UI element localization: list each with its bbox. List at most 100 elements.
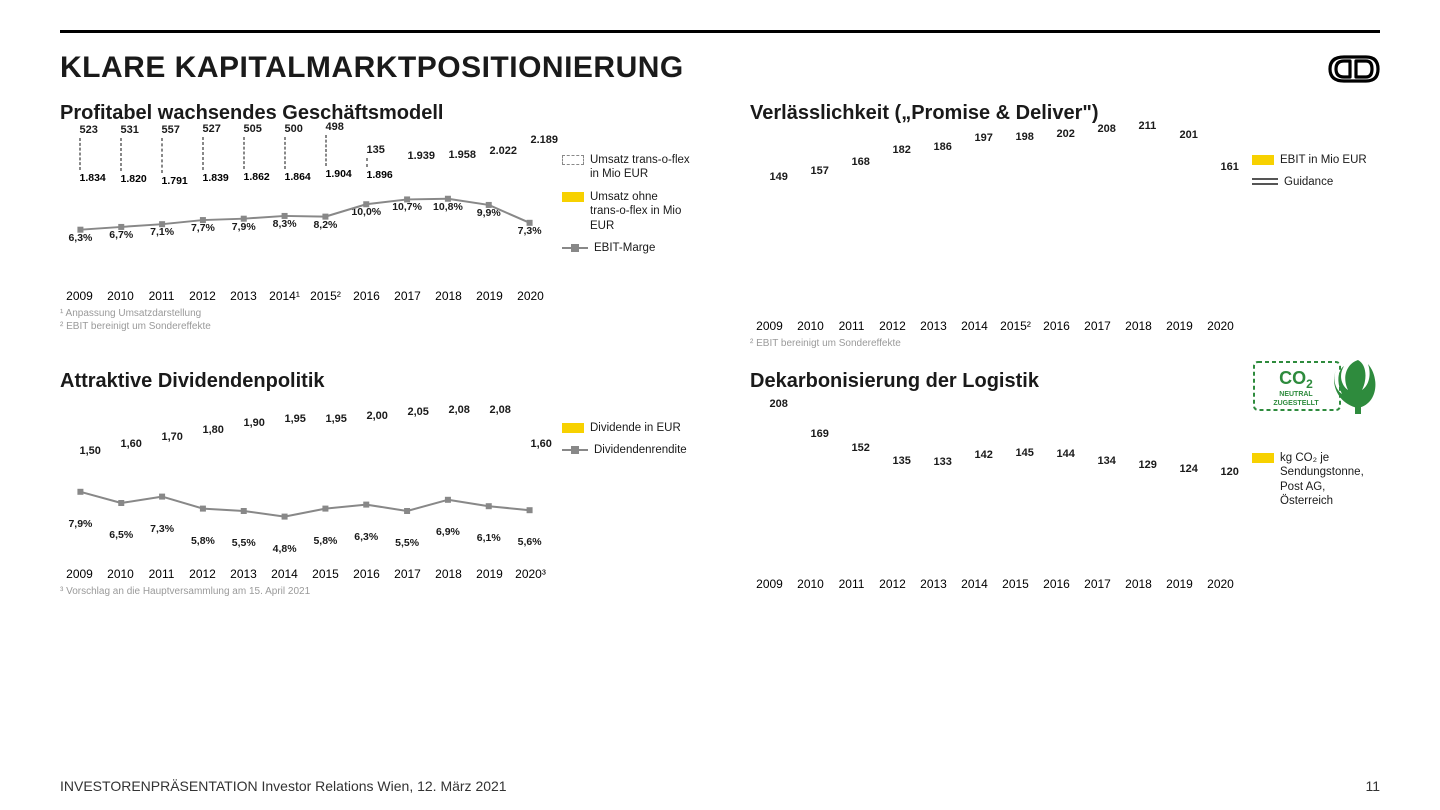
category-label: 2015²	[310, 289, 341, 303]
category-label: 2014¹	[269, 289, 300, 303]
category-label: 2010	[797, 319, 824, 333]
category-label: 2016	[1043, 319, 1070, 333]
chart2-plot: 1492009157201016820111822012186201319720…	[750, 133, 1240, 333]
legend-transoflex: Umsatz trans-o-flex in Mio EUR	[590, 153, 690, 182]
label-margin: 8,2%	[313, 219, 337, 231]
page-number: 11	[1365, 778, 1380, 794]
legend-dividend: Dividende in EUR	[590, 421, 681, 435]
category-label: 2012	[879, 319, 906, 333]
swatch-yellow	[562, 192, 584, 202]
category-label: 2009	[756, 319, 783, 333]
label-yield: 7,3%	[150, 523, 174, 535]
legend-margin: EBIT-Marge	[594, 241, 655, 255]
category-label: 2018	[435, 289, 462, 303]
label-yield: 4,8%	[273, 543, 297, 555]
category-label: 2012	[879, 577, 906, 591]
category-label: 2015²	[1000, 319, 1031, 333]
legend-yield: Dividenden­rendite	[594, 443, 687, 457]
swatch-line	[562, 445, 588, 455]
swatch-yellow	[1252, 155, 1274, 165]
category-label: 2013	[920, 577, 947, 591]
legend-ebit: EBIT in Mio EUR	[1280, 153, 1367, 167]
category-label: 2015	[312, 567, 339, 581]
chart3-plot: 1,5020091,6020101,7020111,8020121,902013…	[60, 401, 550, 581]
category-label: 2017	[1084, 577, 1111, 591]
label-yield: 6,5%	[109, 529, 133, 541]
label-yield: 6,9%	[436, 526, 460, 538]
footer: INVESTORENPRÄSENTATION Investor Relation…	[60, 778, 1380, 794]
chart2-footnotes: ² EBIT bereinigt um Sondereffekte	[750, 337, 1380, 350]
category-label: 2018	[1125, 319, 1152, 333]
label-yield: 6,1%	[477, 532, 501, 544]
category-label: 2017	[394, 289, 421, 303]
category-label: 2014	[271, 567, 298, 581]
swatch-yellow	[1252, 453, 1274, 463]
category-label: 2009	[756, 577, 783, 591]
legend-revenue: Umsatz ohne trans-o-flex in Mio EUR	[590, 190, 690, 233]
category-label: 2019	[1166, 319, 1193, 333]
svg-text:ZUGESTELLT: ZUGESTELLT	[1273, 400, 1319, 407]
label-margin: 7,7%	[191, 222, 215, 234]
label-yield: 5,6%	[518, 536, 542, 548]
category-label: 2012	[189, 289, 216, 303]
bar-transoflex	[284, 137, 286, 168]
bar-transoflex	[120, 138, 122, 171]
chart-reliability: Verlässlichkeit („Promise & Deliver") 14…	[750, 102, 1380, 350]
label-margin: 8,3%	[273, 218, 297, 230]
category-label: 2011	[149, 567, 175, 581]
label-yield: 7,9%	[68, 518, 92, 530]
label-yield: 6,3%	[354, 531, 378, 543]
label-yield: 5,5%	[232, 537, 256, 549]
category-label: 2013	[230, 567, 257, 581]
category-label: 2019	[476, 567, 503, 581]
category-label: 2011	[149, 289, 175, 303]
category-label: 2018	[435, 567, 462, 581]
category-label: 2012	[189, 567, 216, 581]
chart-dividend: Attraktive Dividendenpolitik 1,5020091,6…	[60, 370, 690, 598]
chart1-title: Profitabel wachsendes Geschäftsmodell	[60, 102, 690, 125]
swatch-dashed	[562, 155, 584, 165]
chart2-legend: EBIT in Mio EUR Guidance	[1240, 133, 1380, 333]
legend-co2: kg CO₂ je Sendungs­tonne, Post AG, Öster…	[1280, 451, 1380, 509]
category-label: 2010	[107, 289, 134, 303]
category-label: 2011	[839, 319, 865, 333]
header: KLARE KAPITALMARKTPOSITIONIERUNG	[60, 51, 1380, 92]
label-yield: 5,8%	[191, 535, 215, 547]
top-rule	[60, 30, 1380, 33]
label-margin: 7,3%	[518, 225, 542, 237]
svg-text:NEUTRAL: NEUTRAL	[1279, 391, 1313, 398]
category-label: 2014	[961, 319, 988, 333]
chart-decarbonisation: CO2 NEUTRAL ZUGESTELLT Dekarbonisierung …	[750, 370, 1380, 598]
page-title: KLARE KAPITALMARKTPOSITIONIERUNG	[60, 51, 684, 85]
swatch-double-line	[1252, 177, 1278, 187]
label-margin: 10,0%	[351, 206, 381, 218]
chart2-title: Verlässlichkeit („Promise & Deliver")	[750, 102, 1380, 125]
chart4-plot: 2082009169201015220111352012133201314220…	[750, 401, 1240, 591]
chart1-plot: 5231.83420095311.82020105571.79120115271…	[60, 133, 550, 303]
chart3-legend: Dividende in EUR Dividenden­rendite	[550, 401, 690, 581]
category-label: 2016	[1043, 577, 1070, 591]
bar-transoflex	[366, 158, 368, 166]
category-label: 2014	[961, 577, 988, 591]
category-label: 2013	[920, 319, 947, 333]
label-margin: 9,9%	[477, 207, 501, 219]
label-margin: 7,9%	[232, 221, 256, 233]
legend-guidance: Guidance	[1284, 175, 1333, 189]
label-margin: 6,3%	[68, 232, 92, 244]
label-yield: 5,8%	[313, 535, 337, 547]
label-margin: 6,7%	[109, 229, 133, 241]
category-label: 2015	[1002, 577, 1029, 591]
bar-transoflex	[161, 138, 163, 173]
chart-profitable-growth: Profitabel wachsendes Geschäftsmodell 52…	[60, 102, 690, 350]
category-label: 2010	[107, 567, 134, 581]
post-logo	[1326, 51, 1380, 92]
label-margin: 10,7%	[392, 201, 422, 213]
category-label: 2020	[1207, 319, 1234, 333]
category-label: 2019	[1166, 577, 1193, 591]
bar-transoflex	[79, 138, 81, 171]
label-margin: 10,8%	[433, 201, 463, 213]
footer-left: INVESTORENPRÄSENTATION Investor Relation…	[60, 778, 507, 794]
chart3-title: Attraktive Dividendenpolitik	[60, 370, 690, 393]
label-yield: 5,5%	[395, 537, 419, 549]
chart1-legend: Umsatz trans-o-flex in Mio EUR Umsatz oh…	[550, 133, 690, 303]
